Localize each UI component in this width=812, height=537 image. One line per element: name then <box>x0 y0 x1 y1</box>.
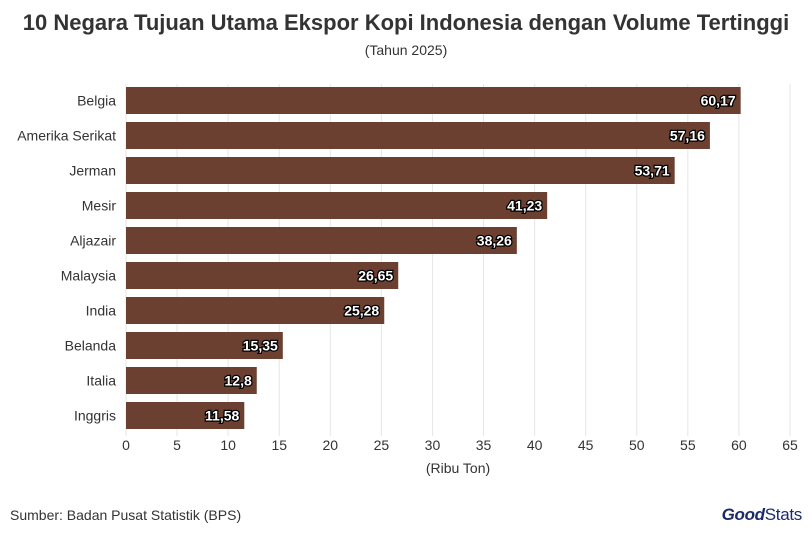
x-axis-title: (Ribu Ton) <box>426 460 490 476</box>
category-label: Belgia <box>77 93 116 109</box>
value-label: 53,71 <box>635 163 670 179</box>
logo-text-stats: Stats <box>764 505 803 524</box>
bar <box>126 262 399 289</box>
x-tick-label: 25 <box>374 437 390 453</box>
x-tick-label: 10 <box>220 437 236 453</box>
value-label: 15,35 <box>243 338 278 354</box>
value-label: 12,8 <box>225 373 252 389</box>
value-label: 26,65 <box>358 268 393 284</box>
goodstats-logo: GoodStats <box>721 505 803 525</box>
category-label: Belanda <box>65 338 117 354</box>
x-tick-label: 30 <box>425 437 441 453</box>
category-label: Amerika Serikat <box>17 128 116 144</box>
bar <box>126 87 741 114</box>
value-label: 25,28 <box>344 303 379 319</box>
category-label: Aljazair <box>70 233 116 249</box>
value-label: 41,23 <box>507 198 542 214</box>
value-label: 57,16 <box>670 128 705 144</box>
bar <box>126 122 710 149</box>
value-label: 11,58 <box>205 408 239 424</box>
category-label: India <box>86 303 117 319</box>
x-tick-label: 60 <box>731 437 747 453</box>
bar-chart: 0 5 10 15 20 25 30 35 40 45 50 55 60 65 (Ribu Ton) Belg… <box>17 84 798 476</box>
x-tick-label: 50 <box>629 437 645 453</box>
category-label: Inggris <box>74 408 116 424</box>
x-tick-label: 20 <box>323 437 339 453</box>
x-tick-label: 15 <box>271 437 287 453</box>
bar <box>126 227 517 254</box>
source-note: Sumber: Badan Pusat Statistik (BPS) <box>10 507 242 523</box>
x-tick-label: 65 <box>782 437 798 453</box>
chart-subtitle: (Tahun 2025) <box>364 42 448 58</box>
category-label: Mesir <box>82 198 117 214</box>
bar <box>126 297 385 324</box>
category-label: Jerman <box>69 163 116 179</box>
x-tick-label: 40 <box>527 437 543 453</box>
chart-title: 10 Negara Tujuan Utama Ekspor Kopi Indon… <box>22 10 790 35</box>
value-label: 60,17 <box>701 93 736 109</box>
x-tick-label: 55 <box>680 437 696 453</box>
logo-text-good: Good <box>721 505 765 524</box>
x-tick-label: 0 <box>122 437 130 453</box>
value-label: 38,26 <box>477 233 512 249</box>
category-label: Italia <box>86 373 116 389</box>
x-tick-label: 35 <box>476 437 492 453</box>
bar <box>126 402 245 429</box>
bar <box>126 367 257 394</box>
x-tick-label: 5 <box>173 437 181 453</box>
bar <box>126 192 548 219</box>
bar <box>126 332 283 359</box>
x-tick-label: 45 <box>578 437 594 453</box>
bar <box>126 157 675 184</box>
category-label: Malaysia <box>61 268 116 284</box>
